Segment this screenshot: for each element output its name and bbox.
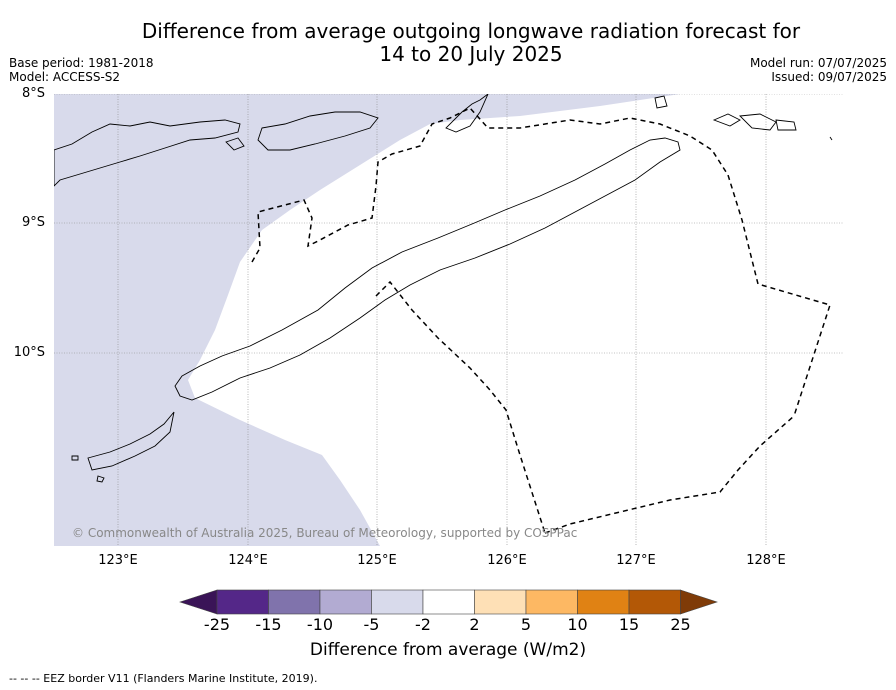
colorbar-tick-25: 25 [670, 615, 691, 634]
colorbar-bin-15-25 [628, 589, 681, 615]
eez-footer-note: -- -- -- EEZ border V11 (Flanders Marine… [9, 672, 318, 685]
colorbar-tick-neg5: -5 [363, 615, 380, 634]
timor-island-outline [174, 137, 681, 401]
lon-label-124e: 124°E [228, 553, 268, 568]
meta-left: Base period: 1981-2018 Model: ACCESS-S2 [9, 56, 154, 84]
alor-island-outline [257, 111, 379, 151]
colorbar-tick-5: 5 [520, 615, 532, 634]
colorbar-bin-neg2-2 [422, 589, 475, 615]
lat-label-9s: 9°S [21, 215, 45, 230]
colorbar-tick-neg15: -15 [255, 615, 282, 634]
small-island-5 [71, 455, 79, 461]
lon-label-127e: 127°E [616, 553, 656, 568]
colorbar-bin-neg25-neg15 [216, 589, 269, 615]
anomaly-region-negative [54, 94, 680, 546]
eez-border-southeast [544, 415, 795, 534]
small-island-6 [96, 475, 105, 483]
eez-border-timor-leste [251, 107, 831, 417]
map-title: Difference from average outgoing longwav… [0, 20, 896, 66]
meta-right: Model run: 07/07/2025 Issued: 09/07/2025 [750, 56, 887, 84]
colorbar-label: Difference from average (W/m2) [309, 640, 587, 660]
model-run: Model run: 07/07/2025 [749, 56, 887, 70]
northern-islands-outline [54, 119, 241, 187]
colorbar-tick-10: 10 [567, 615, 588, 634]
colorbar-tick-neg25: -25 [203, 615, 231, 634]
small-island-1 [654, 95, 668, 109]
small-island-3 [739, 113, 777, 131]
model-name: Model: ACCESS-S2 [9, 70, 121, 84]
title-line-1: Difference from average outgoing longwav… [141, 19, 801, 43]
lon-label-126e: 126°E [487, 553, 527, 568]
wetar-island-outline [445, 94, 489, 133]
coastlines [54, 94, 833, 483]
colorbar-bin-neg10-neg5 [319, 589, 372, 615]
colorbar [179, 589, 718, 615]
small-island-7 [829, 136, 833, 141]
colorbar-bin-neg15-neg10 [268, 589, 321, 615]
colorbar-tick-neg10: -10 [306, 615, 334, 634]
rote-island-outline [87, 411, 175, 471]
lon-label-125e: 125°E [357, 553, 397, 568]
lon-label-128e: 128°E [746, 553, 786, 568]
eez-border [251, 107, 831, 534]
base-period: Base period: 1981-2018 [9, 56, 154, 70]
colorbar-bin-10-15 [577, 589, 630, 615]
pantar-island-outline [225, 137, 245, 151]
colorbar-bin-5-10 [525, 589, 578, 615]
grid-lines [54, 94, 843, 546]
issued-date: Issued: 09/07/2025 [771, 70, 887, 84]
eez-border-inner [375, 280, 546, 534]
lon-label-123e: 123°E [98, 553, 138, 568]
colorbar-bin-neg5-neg2 [371, 589, 424, 615]
colorbar-tick-neg2: -2 [415, 615, 431, 634]
colorbar-tick-2: 2 [469, 615, 480, 634]
colorbar-extend-low [179, 589, 218, 615]
small-island-4 [775, 119, 797, 131]
small-island-2 [712, 113, 741, 127]
lat-label-10s: 10°S [13, 345, 45, 360]
colorbar-tick-15: 15 [618, 615, 640, 634]
title-line-2: 14 to 20 July 2025 [379, 42, 563, 66]
colorbar-extend-high [680, 589, 718, 615]
map-area [54, 94, 843, 546]
lat-label-8s: 8°S [21, 86, 45, 101]
colorbar-bin-2-5 [474, 589, 527, 615]
copyright-text: © Commonwealth of Australia 2025, Bureau… [72, 526, 578, 540]
